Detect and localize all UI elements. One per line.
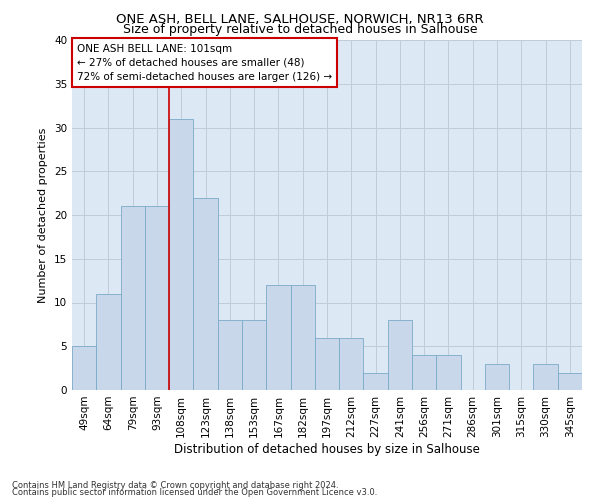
- Bar: [364, 372, 388, 390]
- Bar: [485, 364, 509, 390]
- Bar: [121, 206, 145, 390]
- Bar: [169, 118, 193, 390]
- Bar: [315, 338, 339, 390]
- Bar: [145, 206, 169, 390]
- Bar: [436, 355, 461, 390]
- Bar: [533, 364, 558, 390]
- Bar: [266, 285, 290, 390]
- Text: Contains HM Land Registry data © Crown copyright and database right 2024.: Contains HM Land Registry data © Crown c…: [12, 480, 338, 490]
- Bar: [218, 320, 242, 390]
- Bar: [388, 320, 412, 390]
- Bar: [558, 372, 582, 390]
- Text: ONE ASH BELL LANE: 101sqm
← 27% of detached houses are smaller (48)
72% of semi-: ONE ASH BELL LANE: 101sqm ← 27% of detac…: [77, 44, 332, 82]
- Bar: [242, 320, 266, 390]
- Text: Size of property relative to detached houses in Salhouse: Size of property relative to detached ho…: [123, 22, 477, 36]
- Y-axis label: Number of detached properties: Number of detached properties: [38, 128, 49, 302]
- Bar: [290, 285, 315, 390]
- Text: Contains public sector information licensed under the Open Government Licence v3: Contains public sector information licen…: [12, 488, 377, 497]
- Bar: [412, 355, 436, 390]
- Text: ONE ASH, BELL LANE, SALHOUSE, NORWICH, NR13 6RR: ONE ASH, BELL LANE, SALHOUSE, NORWICH, N…: [116, 12, 484, 26]
- Bar: [339, 338, 364, 390]
- X-axis label: Distribution of detached houses by size in Salhouse: Distribution of detached houses by size …: [174, 442, 480, 456]
- Bar: [72, 346, 96, 390]
- Bar: [193, 198, 218, 390]
- Bar: [96, 294, 121, 390]
